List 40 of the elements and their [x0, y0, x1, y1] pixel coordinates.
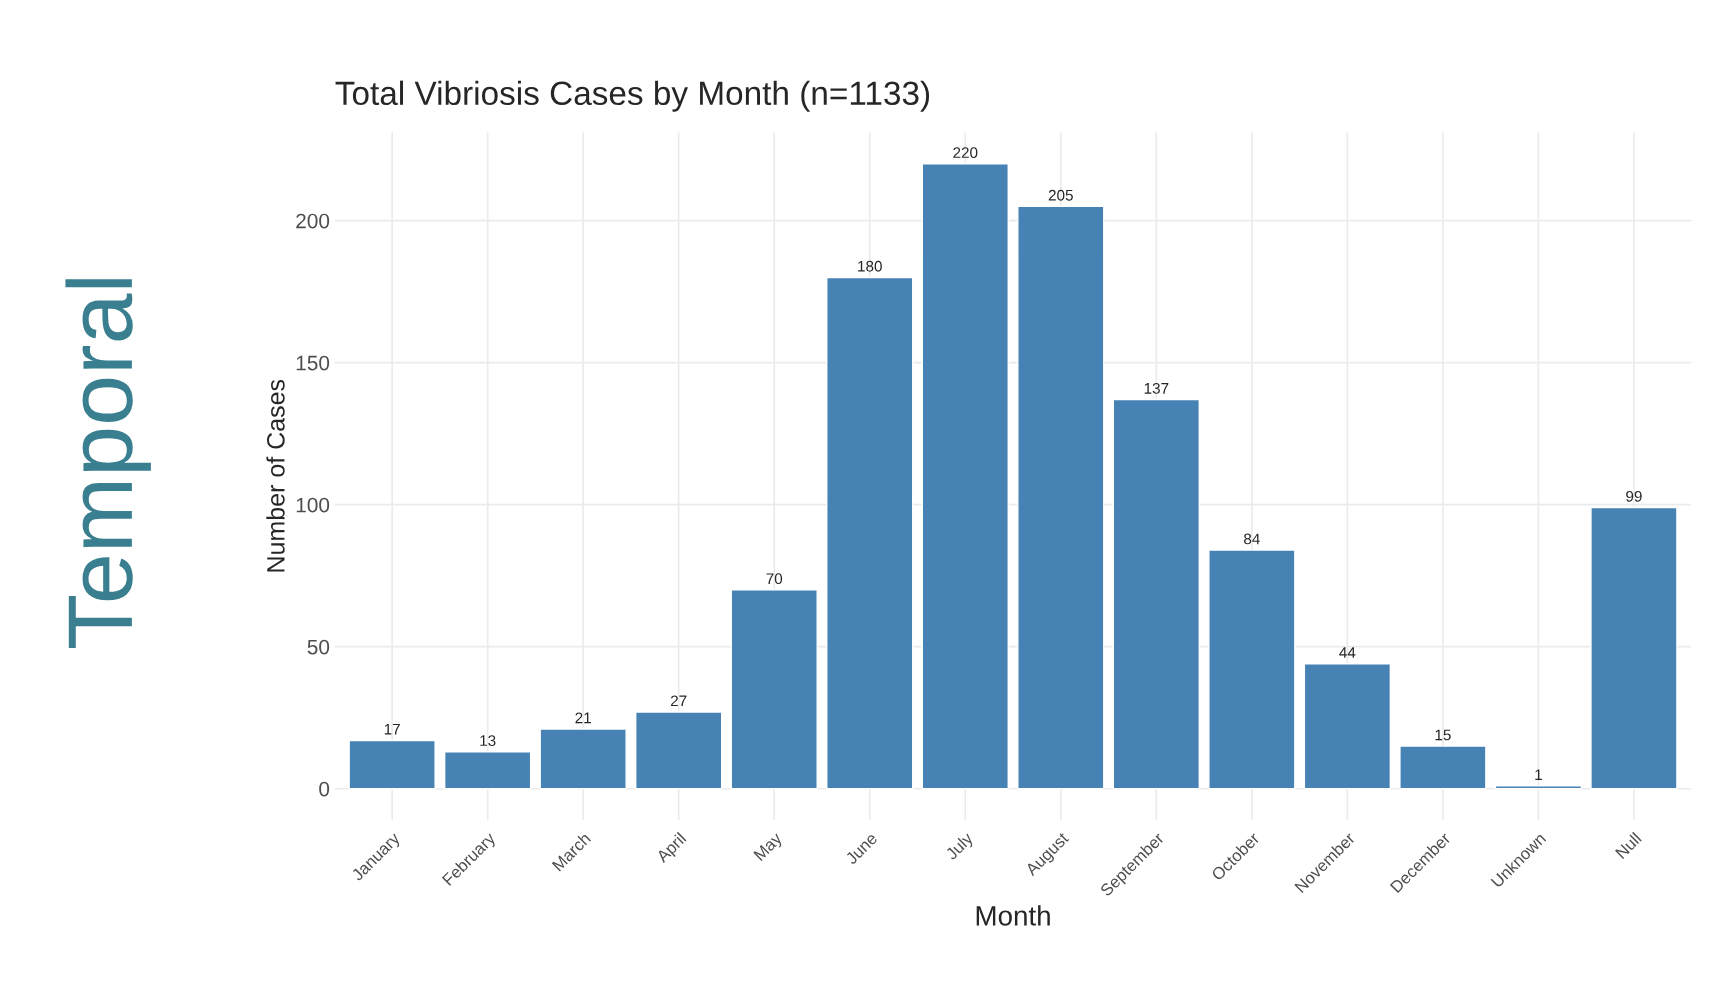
data-label: 27: [670, 695, 687, 707]
chart-title: Total Vibriosis Cases by Month (n=1133): [335, 80, 930, 112]
bar: [730, 589, 818, 790]
data-label: 17: [384, 723, 400, 735]
x-tick-label: Null: [1614, 831, 1642, 860]
data-label: 99: [1626, 490, 1642, 502]
bar: [443, 751, 532, 790]
data-label: 15: [1435, 729, 1451, 741]
bar: [826, 276, 914, 790]
data-label: 13: [480, 735, 496, 746]
y-tick-label: 100: [296, 497, 330, 513]
data-label: 21: [575, 712, 591, 724]
data-label: 84: [1244, 533, 1260, 545]
y-axis-title: Number of Cases: [266, 379, 285, 572]
bar: [348, 739, 436, 790]
bar: [1494, 785, 1583, 790]
data-label: 1: [1535, 769, 1542, 780]
text: Temporal: [65, 279, 151, 648]
data-label: 137: [1144, 382, 1169, 394]
bar: [1208, 549, 1296, 790]
x-axis-title: Month: [976, 905, 1050, 926]
bar: [921, 163, 1009, 790]
x-tick-label: July: [944, 831, 977, 863]
bar: [1112, 398, 1200, 790]
y-tick-label: 0: [319, 781, 330, 797]
data-label: 44: [1339, 647, 1356, 658]
bar: [1399, 745, 1487, 790]
y-tick-label: 200: [296, 213, 330, 229]
bar: [1303, 663, 1392, 790]
bar: [635, 711, 723, 790]
data-label: 220: [953, 147, 978, 159]
y-tick-label: 50: [307, 639, 330, 655]
data-label: 205: [1048, 189, 1073, 201]
x-tick-label: May: [753, 831, 786, 864]
bar: [1017, 205, 1105, 790]
data-label: 70: [766, 573, 783, 585]
data-label: 180: [858, 260, 882, 272]
y-tick-label: 150: [296, 355, 330, 371]
bar: [1590, 506, 1678, 790]
bar: [539, 728, 627, 790]
